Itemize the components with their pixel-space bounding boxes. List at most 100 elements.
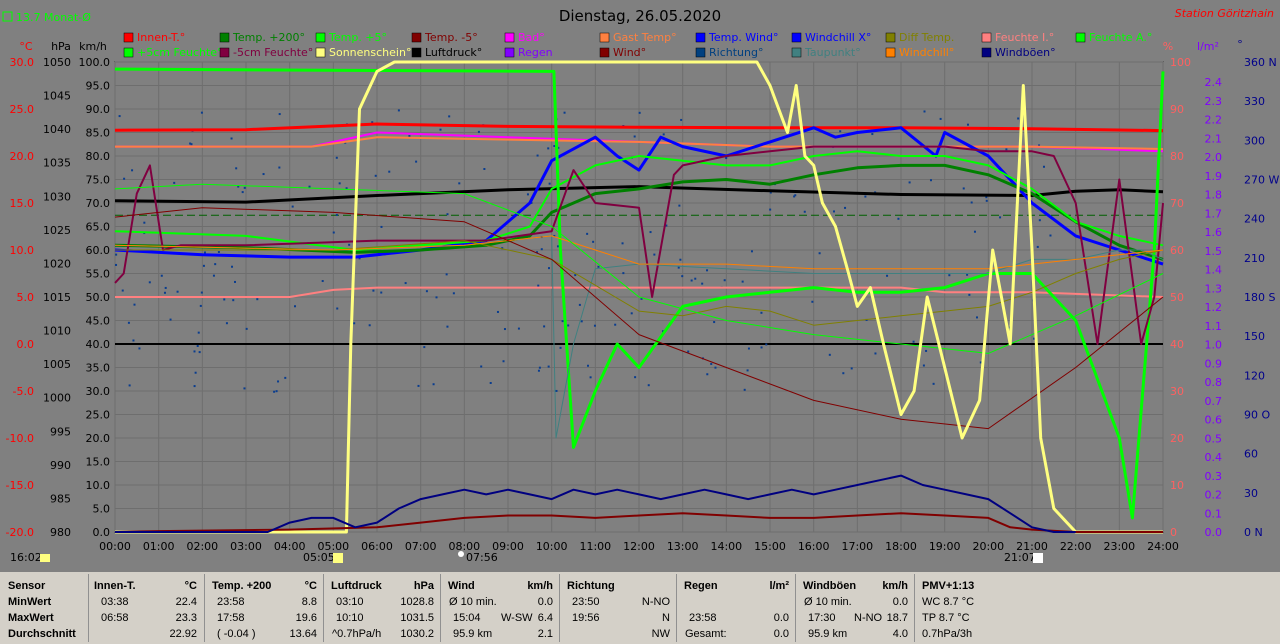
- direction-dot: [237, 185, 240, 188]
- direction-dot: [706, 269, 709, 272]
- legend-swatch: [123, 32, 134, 43]
- x-tick-label: 10:00: [536, 540, 568, 553]
- direction-dot: [358, 257, 361, 260]
- direction-dot: [164, 286, 167, 289]
- direction-dot: [163, 291, 166, 294]
- legend-label: Feuchte A.°: [1089, 31, 1152, 44]
- direction-dot: [563, 111, 566, 114]
- direction-dot: [586, 232, 589, 235]
- noon-label: 07:56: [466, 551, 498, 564]
- stats-wind-max-time: 15:04: [453, 612, 481, 624]
- direction-dot: [372, 289, 375, 292]
- dir-unit: °: [1237, 38, 1243, 51]
- hpa-tick-label: 1010: [43, 325, 71, 338]
- direction-dot: [194, 371, 197, 374]
- direction-tick-label: 150: [1244, 330, 1265, 343]
- direction-tick-label: 300: [1244, 134, 1265, 147]
- direction-dot: [278, 113, 281, 116]
- legend-swatch: [695, 47, 706, 58]
- direction-dot: [235, 167, 238, 170]
- hpa-tick-label: 1050: [43, 56, 71, 69]
- direction-dot: [536, 251, 539, 254]
- rain-tick-label: 1.9: [1205, 170, 1223, 183]
- x-tick-label: 19:00: [929, 540, 961, 553]
- direction-dot: [489, 381, 492, 384]
- stats-temp-min: 8.8: [301, 596, 317, 608]
- direction-dot: [115, 253, 118, 256]
- stats-richt-avg: NW: [651, 628, 670, 640]
- stats-wind-header: Wind: [448, 580, 475, 592]
- rain-tick-label: 0.4: [1205, 451, 1223, 464]
- direction-dot: [537, 369, 540, 372]
- direction-dot: [578, 303, 581, 306]
- direction-dot: [408, 135, 411, 138]
- legend-label: Temp. +5°: [328, 31, 387, 44]
- direction-dot: [555, 389, 558, 392]
- direction-dot: [647, 384, 650, 387]
- direction-dot: [432, 383, 435, 386]
- legend-label: Regen: [518, 46, 553, 59]
- x-tick-label: 24:00: [1147, 540, 1179, 553]
- legend-swatch: [504, 32, 515, 43]
- direction-dot: [176, 290, 179, 293]
- temp-tick-label: 0.0: [17, 338, 35, 351]
- direction-dot: [677, 266, 680, 269]
- time-end-marker: [1033, 553, 1043, 563]
- chart-background: [0, 0, 1280, 572]
- direction-dot: [234, 280, 237, 283]
- direction-dot: [200, 291, 203, 294]
- pct-tick-label: 60: [1170, 244, 1184, 257]
- time-end-label: 21:07: [1004, 551, 1036, 564]
- direction-dot: [548, 182, 551, 185]
- direction-dot: [477, 130, 480, 133]
- stats-regen: Regen l/m² 23:58 0.0 Gesamt: 0.0: [677, 572, 795, 644]
- direction-dot: [190, 143, 193, 146]
- direction-dot: [811, 300, 814, 303]
- stats-wind-unit: km/h: [527, 580, 553, 592]
- series-line-11: [115, 240, 1164, 326]
- stats-luft-trend: ^0.7hPa/h: [332, 628, 382, 640]
- direction-dot: [973, 230, 976, 233]
- hpa-tick-label: 985: [50, 492, 71, 505]
- direction-dot: [480, 365, 483, 368]
- stats-luft-max-time: 10:10: [336, 612, 364, 624]
- direction-dot: [793, 195, 796, 198]
- direction-dot: [169, 318, 172, 321]
- direction-dot: [864, 195, 867, 198]
- kmh-tick-label: 45.0: [86, 315, 111, 328]
- hpa-tick-label: 1030: [43, 190, 71, 203]
- legend-swatch: [791, 32, 802, 43]
- rain-tick-label: 0.9: [1205, 357, 1223, 370]
- stats-regen-header: Regen: [684, 580, 718, 592]
- direction-dot: [273, 390, 276, 393]
- direction-dot: [138, 347, 141, 350]
- x-tick-label: 06:00: [361, 540, 393, 553]
- legend-swatch: [123, 47, 134, 58]
- rain-tick-label: 0.3: [1205, 470, 1223, 483]
- hpa-tick-label: 1005: [43, 358, 71, 371]
- stats-wind-avg10: 0.0: [537, 596, 553, 608]
- legend-swatch: [219, 32, 230, 43]
- rain-tick-label: 1.3: [1205, 282, 1223, 295]
- sunrise-label: 05:05: [303, 551, 335, 564]
- direction-dot: [526, 193, 529, 196]
- series-line-0: [114, 122, 1164, 133]
- stats-innen-min: 22.4: [175, 596, 197, 608]
- kmh-tick-label: 20.0: [86, 432, 111, 445]
- direction-dot: [765, 343, 768, 346]
- direction-dot: [630, 312, 633, 315]
- temp-tick-label: -10.0: [6, 432, 34, 445]
- rain-tick-label: 2.1: [1205, 132, 1223, 145]
- legend-label: Windchill°: [899, 46, 954, 59]
- rain-tick-label: 0.0: [1205, 526, 1223, 539]
- x-tick-label: 12:00: [623, 540, 655, 553]
- temp-tick-label: 30.0: [10, 56, 35, 69]
- stats-pmv-tp: TP 8.7 °C: [922, 612, 970, 624]
- legend-label: Diff Temp.: [899, 31, 954, 44]
- stats-divider: [795, 574, 796, 642]
- kmh-tick-label: 5.0: [93, 503, 111, 516]
- direction-dot: [294, 305, 297, 308]
- stats-pmv-header: PMV+1:13: [922, 580, 975, 592]
- stats-regen-max: 0.0: [773, 612, 789, 624]
- direction-dot: [308, 185, 311, 188]
